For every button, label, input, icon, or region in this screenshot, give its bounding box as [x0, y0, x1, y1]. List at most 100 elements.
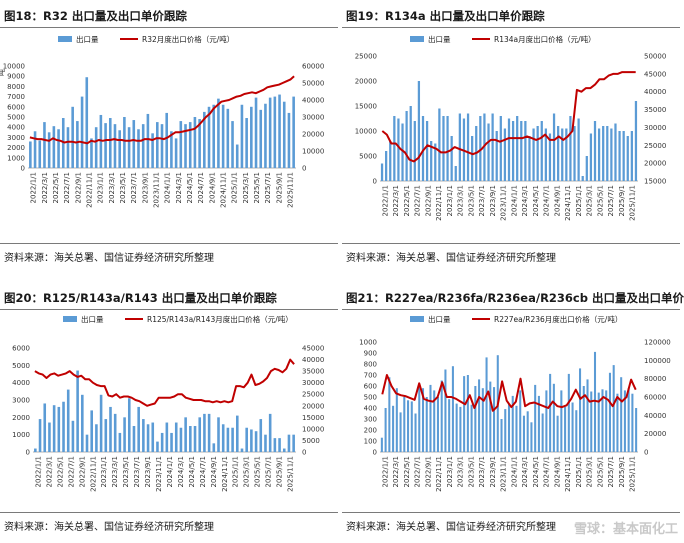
- volume-bar: [565, 128, 568, 181]
- left-tick-label: 25000: [355, 53, 377, 61]
- x-tick-label: 2025/7/1: [607, 185, 615, 216]
- x-tick-label: 2023/3/1: [111, 456, 119, 487]
- right-tick-label: 35000: [302, 368, 324, 376]
- x-tick-label: 2024/1/1: [166, 456, 174, 487]
- chart-r227ea: 出口量 R227ea/R236月度出口价格（元/吨） 0 100 200 300 400 50…: [359, 314, 671, 492]
- volume-bar: [118, 130, 121, 168]
- volume-bar: [608, 372, 611, 452]
- volume-bar: [156, 441, 159, 452]
- volume-bar: [203, 111, 206, 168]
- title-divider: [0, 309, 338, 310]
- x-tick-label: 2024/7/1: [543, 456, 551, 487]
- volume-bar: [405, 111, 408, 181]
- volume-bar: [66, 389, 70, 452]
- legend-label-price: R32月度出口价格（元/吨）: [142, 34, 234, 44]
- left-tick-label: 500: [364, 394, 377, 402]
- volume-bar: [278, 438, 281, 452]
- x-tick-label: 2022/7/1: [63, 172, 71, 203]
- volume-bar: [380, 163, 384, 181]
- volume-bar: [259, 419, 263, 452]
- left-tick-label: 200: [364, 427, 377, 435]
- x-tick-label: 2024/3/1: [521, 185, 529, 216]
- volume-bar: [626, 136, 629, 181]
- volume-bar: [393, 116, 396, 181]
- x-tick-label: 2025/3/1: [242, 172, 250, 203]
- volume-bar: [503, 128, 507, 181]
- volume-bar: [540, 121, 543, 181]
- volume-bar: [384, 408, 387, 452]
- right-tick-label: 35000: [644, 106, 666, 114]
- left-tick-label: 1000: [7, 154, 25, 162]
- x-tick-label: 2025/3/1: [243, 456, 251, 487]
- right-tick-label: 0: [302, 165, 306, 173]
- x-tick-label: 2023/5/1: [119, 172, 127, 203]
- left-tick-label: 10000: [355, 128, 377, 136]
- x-tick-label: 2023/9/1: [141, 172, 149, 203]
- volume-bar: [507, 118, 511, 181]
- x-tick-label: 2022/11/1: [435, 185, 443, 221]
- volume-bar: [71, 106, 74, 168]
- volume-bar: [522, 415, 525, 452]
- volume-bar: [259, 109, 263, 168]
- volume-bar: [413, 121, 416, 181]
- x-tick-label: 2024/11/1: [564, 185, 572, 221]
- x-tick-label: 2023/1/1: [97, 172, 105, 203]
- volume-bar: [421, 116, 425, 181]
- left-tick-label: 5000: [12, 362, 30, 370]
- x-tick-label: 2025/9/1: [275, 172, 283, 203]
- volume-bar: [392, 405, 395, 452]
- source-divider: [0, 512, 338, 513]
- volume-bar: [80, 96, 84, 168]
- right-tick-label: 40000: [644, 88, 666, 96]
- panel-title: 图19：R134a 出口量及出口单价跟踪: [346, 9, 545, 23]
- right-tick-label: 20000: [302, 402, 324, 410]
- volume-bar: [582, 386, 585, 452]
- volume-bar: [268, 97, 272, 168]
- volume-bar: [544, 128, 547, 181]
- volume-bar: [620, 377, 623, 452]
- left-tick-label: 400: [364, 405, 377, 413]
- volume-bar: [541, 413, 544, 452]
- price-line: [381, 374, 637, 412]
- volume-bar: [455, 403, 458, 452]
- x-tick-label: 2022/11/1: [85, 172, 93, 208]
- right-tick-label: 30000: [302, 379, 324, 387]
- volume-bar: [495, 131, 498, 181]
- volume-bar: [399, 412, 402, 452]
- volume-bar: [287, 112, 291, 168]
- legend-bar-swatch: [410, 36, 424, 42]
- x-tick-label: 2022/11/1: [89, 456, 97, 492]
- title-divider: [342, 27, 680, 28]
- volume-bar: [235, 144, 239, 168]
- x-tick-label: 2023/5/1: [122, 456, 130, 487]
- x-tick-label: 2023/1/1: [446, 185, 454, 216]
- volume-bar: [515, 405, 518, 452]
- volume-bar: [429, 384, 432, 452]
- volume-bar: [577, 118, 580, 181]
- x-tick-label: 2022/9/1: [78, 456, 86, 487]
- panel-r227ea: 图21：R227ea/R236fa/R236ea/R236cb 出口量及出口单价…: [342, 282, 684, 543]
- volume-bar: [448, 399, 451, 452]
- x-tick-label: 2024/7/1: [197, 172, 205, 203]
- volume-bar: [504, 409, 507, 452]
- volume-bar: [479, 116, 482, 181]
- volume-bar: [156, 122, 159, 168]
- volume-bar: [612, 365, 615, 452]
- volume-bar: [478, 379, 481, 452]
- volume-bar: [236, 415, 239, 452]
- volume-bar: [409, 106, 412, 181]
- volume-bar: [616, 393, 619, 452]
- volume-bar: [451, 366, 454, 452]
- volume-bar: [99, 394, 103, 452]
- volume-bar: [123, 417, 126, 452]
- x-tick-label: 2024/9/1: [553, 185, 561, 216]
- volume-bar: [212, 104, 216, 168]
- volume-bar: [94, 127, 98, 168]
- x-tick-label: 2024/9/1: [208, 172, 216, 203]
- volume-bar: [489, 381, 492, 452]
- x-tick-label: 2024/11/1: [564, 456, 572, 492]
- volume-bar: [226, 108, 230, 168]
- volume-bar: [282, 101, 286, 168]
- right-tick-label: 50000: [302, 80, 324, 88]
- volume-bar: [95, 424, 98, 452]
